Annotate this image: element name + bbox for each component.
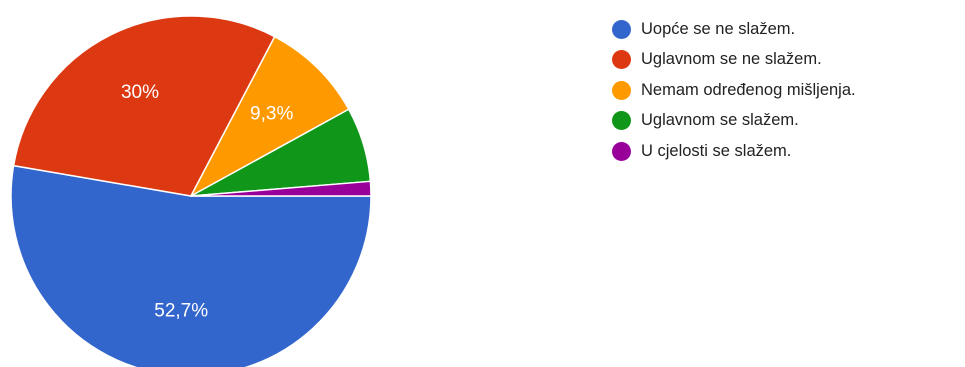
legend-item-5[interactable]: U cjelosti se slažem. bbox=[612, 136, 856, 167]
legend-item-2[interactable]: Uglavnom se ne slažem. bbox=[612, 45, 856, 76]
pie-slice-2[interactable] bbox=[12, 15, 276, 197]
legend: Uopće se ne slažem. Uglavnom se ne slažem… bbox=[612, 14, 856, 167]
legend-label: U cjelosti se slažem. bbox=[641, 141, 792, 160]
slice-label-3: 9,3% bbox=[250, 103, 293, 124]
pie-slice-5[interactable] bbox=[190, 180, 372, 197]
pie-slice-labels: 52,7% 30% 9,3% bbox=[121, 82, 293, 321]
legend-label: Nemam određenog mišljenja. bbox=[641, 80, 856, 99]
legend-item-4[interactable]: Uglavnom se slažem. bbox=[612, 106, 856, 137]
legend-swatch-icon bbox=[612, 80, 631, 100]
legend-swatch-icon bbox=[612, 50, 631, 70]
pie-slice-3[interactable] bbox=[190, 35, 350, 197]
pie-slice-1[interactable] bbox=[10, 164, 372, 367]
slice-label-1: 52,7% bbox=[154, 300, 208, 321]
pie-slices bbox=[10, 15, 372, 367]
legend-label: Uglavnom se ne slažem. bbox=[641, 50, 822, 69]
legend-swatch-icon bbox=[612, 111, 631, 131]
legend-label: Uglavnom se slažem. bbox=[641, 111, 799, 130]
legend-item-1[interactable]: Uopće se ne slažem. bbox=[612, 14, 856, 45]
legend-label: Uopće se ne slažem. bbox=[641, 19, 796, 38]
legend-swatch-icon bbox=[612, 19, 631, 39]
slice-label-2: 30% bbox=[121, 82, 159, 103]
legend-item-3[interactable]: Nemam određenog mišljenja. bbox=[612, 75, 856, 106]
legend-swatch-icon bbox=[612, 141, 631, 161]
